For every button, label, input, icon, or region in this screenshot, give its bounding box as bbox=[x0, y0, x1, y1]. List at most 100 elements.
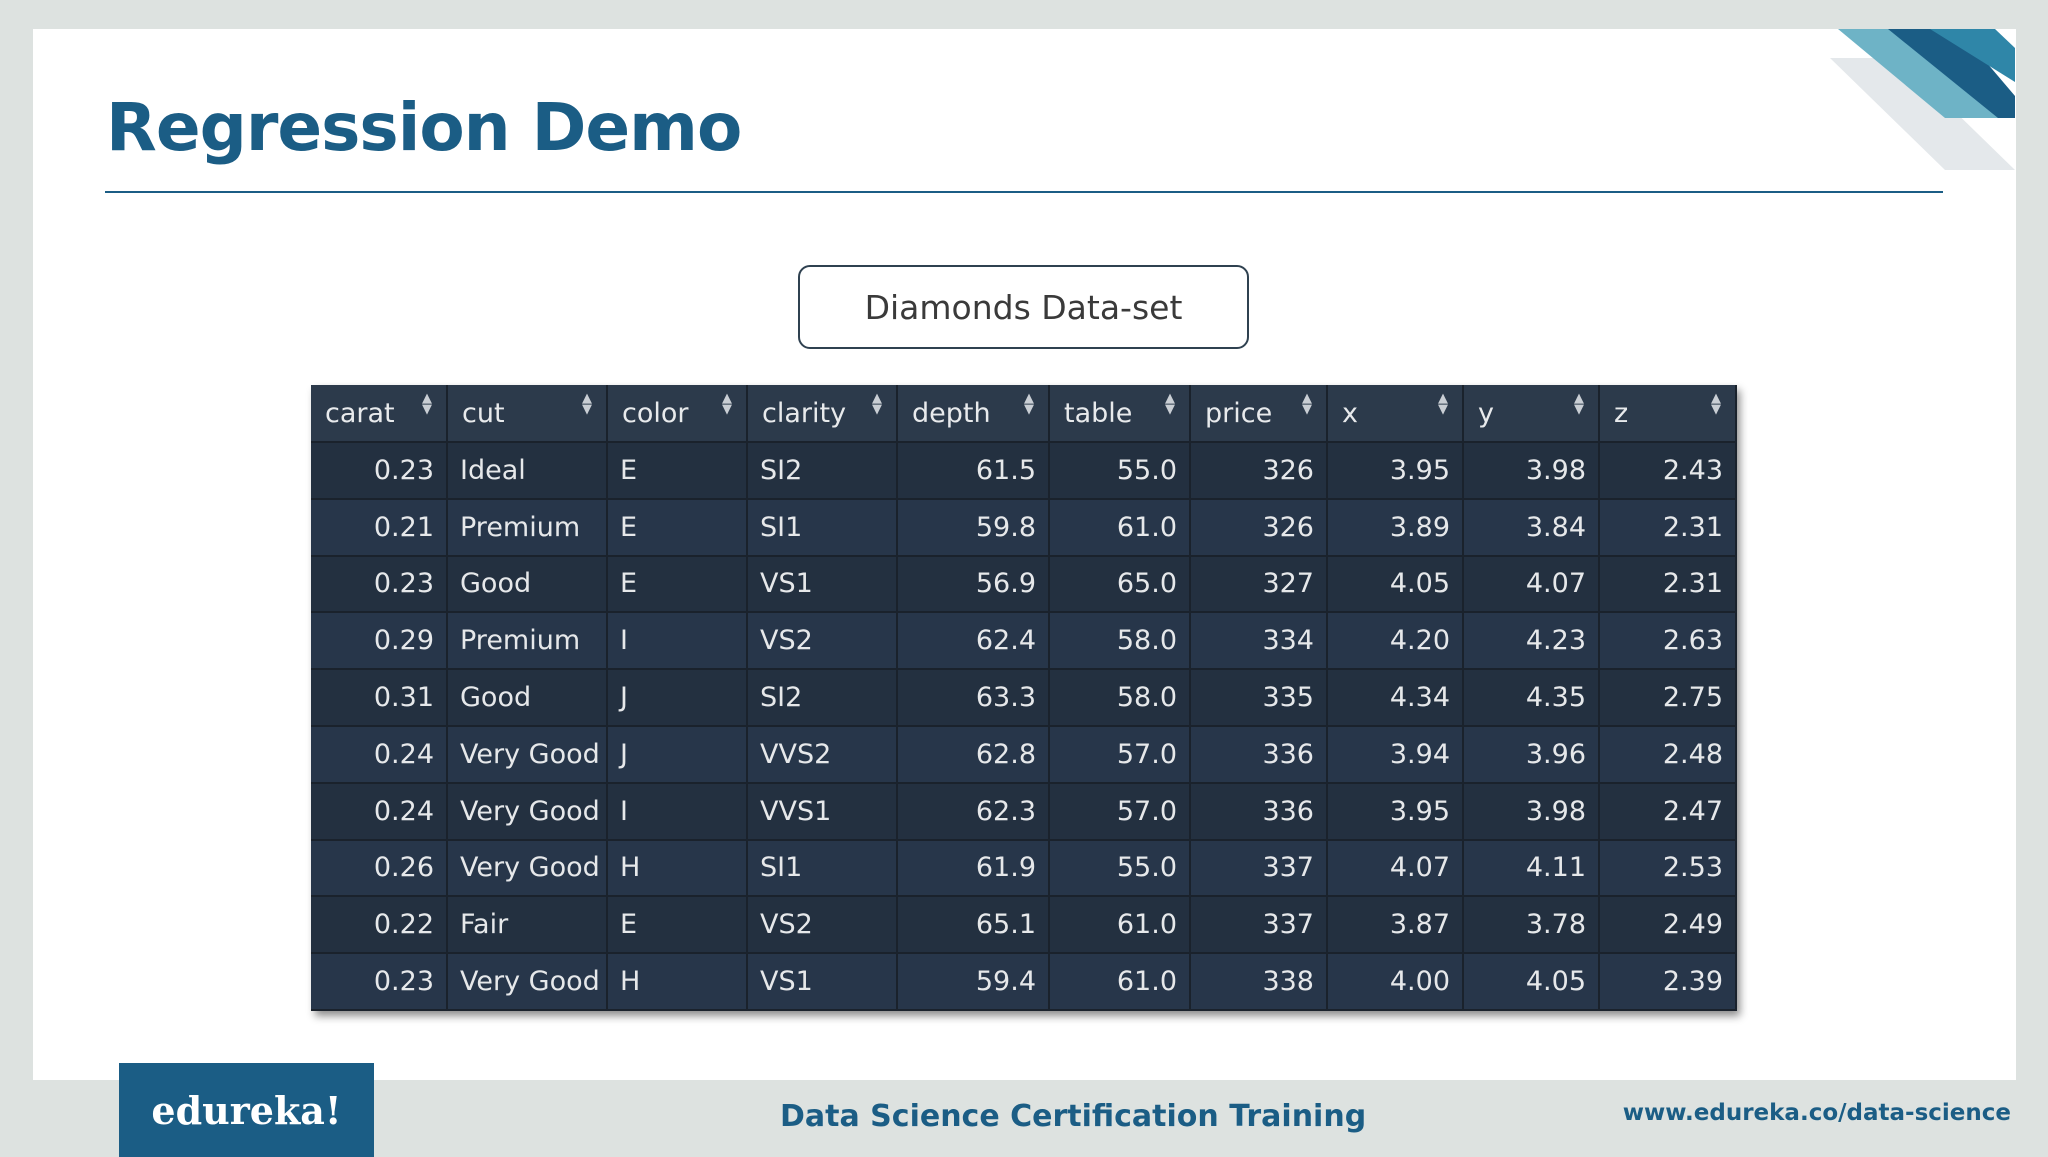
cell-table: 61.0 bbox=[1049, 953, 1191, 1011]
cell-carat: 0.29 bbox=[311, 612, 448, 671]
cell-cut: Very Good bbox=[447, 953, 608, 1011]
cell-color: J bbox=[607, 725, 748, 784]
column-header-cut[interactable]: cut ▲ ▼ bbox=[447, 385, 608, 443]
cell-carat: 0.23 bbox=[311, 442, 448, 500]
sort-arrows-icon[interactable]: ▲ ▼ bbox=[1302, 391, 1312, 417]
table-row: 0.21 Premium E SI1 59.8 61.0 326 3.89 3.84 2.31 bbox=[311, 498, 1737, 557]
cell-cut: Very Good bbox=[447, 839, 608, 898]
cell-price: 326 bbox=[1190, 498, 1328, 557]
cell-table: 55.0 bbox=[1049, 442, 1191, 500]
cell-clarity: VS1 bbox=[747, 555, 898, 614]
sort-arrows-icon[interactable]: ▲ ▼ bbox=[872, 391, 882, 417]
cell-x: 3.95 bbox=[1327, 782, 1464, 841]
table-body: 0.23 Ideal E SI2 61.5 55.0 326 3.95 3.98 2.43 0.21… bbox=[311, 442, 1737, 1011]
cell-price: 338 bbox=[1190, 953, 1328, 1011]
table-row: 0.29 Premium I VS2 62.4 58.0 334 4.20 4.23 2.63 bbox=[311, 612, 1737, 671]
cell-depth: 59.8 bbox=[897, 498, 1050, 557]
table-row: 0.24 Very Good J VVS2 62.8 57.0 336 3.94 3.96 2.4… bbox=[311, 725, 1737, 784]
cell-clarity: VS2 bbox=[747, 896, 898, 955]
cell-y: 3.96 bbox=[1463, 725, 1600, 784]
cell-clarity: VVS1 bbox=[747, 782, 898, 841]
column-header-label: x bbox=[1342, 397, 1358, 429]
cell-table: 58.0 bbox=[1049, 612, 1191, 671]
column-header-carat[interactable]: carat ▲ ▼ bbox=[311, 385, 448, 443]
cell-color: E bbox=[607, 555, 748, 614]
cell-color: E bbox=[607, 896, 748, 955]
cell-carat: 0.24 bbox=[311, 725, 448, 784]
sort-arrows-icon[interactable]: ▲ ▼ bbox=[582, 391, 592, 417]
column-header-label: y bbox=[1478, 397, 1494, 429]
cell-price: 337 bbox=[1190, 896, 1328, 955]
column-header-x[interactable]: x ▲ ▼ bbox=[1327, 385, 1464, 443]
cell-color: H bbox=[607, 953, 748, 1011]
cell-carat: 0.21 bbox=[311, 498, 448, 557]
cell-y: 3.98 bbox=[1463, 442, 1600, 500]
cell-x: 3.89 bbox=[1327, 498, 1464, 557]
sort-arrows-icon[interactable]: ▲ ▼ bbox=[1574, 391, 1584, 417]
cell-depth: 63.3 bbox=[897, 669, 1050, 727]
cell-carat: 0.23 bbox=[311, 953, 448, 1011]
cell-table: 65.0 bbox=[1049, 555, 1191, 614]
cell-color: I bbox=[607, 782, 748, 841]
cell-color: E bbox=[607, 498, 748, 557]
table-row: 0.26 Very Good H SI1 61.9 55.0 337 4.07 4.11 2.53 bbox=[311, 839, 1737, 898]
column-header-label: carat bbox=[325, 397, 395, 429]
website-url[interactable]: www.edureka.co/data-science bbox=[1622, 1100, 2011, 1126]
page-title: Regression Demo bbox=[106, 89, 742, 166]
sort-arrows-icon[interactable]: ▲ ▼ bbox=[1165, 391, 1175, 417]
cell-y: 4.35 bbox=[1463, 669, 1600, 727]
cell-y: 4.05 bbox=[1463, 953, 1600, 1011]
cell-z: 2.39 bbox=[1599, 953, 1737, 1011]
column-header-z[interactable]: z ▲ ▼ bbox=[1599, 385, 1737, 443]
table-row: 0.22 Fair E VS2 65.1 61.0 337 3.87 3.78 2.49 bbox=[311, 896, 1737, 955]
cell-price: 336 bbox=[1190, 782, 1328, 841]
cell-clarity: VS2 bbox=[747, 612, 898, 671]
cell-z: 2.48 bbox=[1599, 725, 1737, 784]
column-header-clarity[interactable]: clarity ▲ ▼ bbox=[747, 385, 898, 443]
cell-y: 3.78 bbox=[1463, 896, 1600, 955]
table-row: 0.24 Very Good I VVS1 62.3 57.0 336 3.95 3.98 2.4… bbox=[311, 782, 1737, 841]
cell-z: 2.63 bbox=[1599, 612, 1737, 671]
column-header-color[interactable]: color ▲ ▼ bbox=[607, 385, 748, 443]
cell-y: 4.11 bbox=[1463, 839, 1600, 898]
cell-table: 61.0 bbox=[1049, 498, 1191, 557]
diamonds-table: carat ▲ ▼ cut ▲ ▼ color ▲ ▼ clarity ▲ ▼ depth ▲ ▼ table… bbox=[311, 385, 1737, 1011]
cell-price: 337 bbox=[1190, 839, 1328, 898]
cell-x: 4.34 bbox=[1327, 669, 1464, 727]
cell-table: 57.0 bbox=[1049, 725, 1191, 784]
cell-z: 2.31 bbox=[1599, 498, 1737, 557]
cell-clarity: SI1 bbox=[747, 839, 898, 898]
cell-table: 55.0 bbox=[1049, 839, 1191, 898]
cell-y: 3.98 bbox=[1463, 782, 1600, 841]
cell-x: 4.20 bbox=[1327, 612, 1464, 671]
cell-x: 3.87 bbox=[1327, 896, 1464, 955]
cell-cut: Premium bbox=[447, 498, 608, 557]
column-header-depth[interactable]: depth ▲ ▼ bbox=[897, 385, 1050, 443]
cell-clarity: VS1 bbox=[747, 953, 898, 1011]
sort-arrows-icon[interactable]: ▲ ▼ bbox=[422, 391, 432, 417]
cell-clarity: VVS2 bbox=[747, 725, 898, 784]
column-header-table[interactable]: table ▲ ▼ bbox=[1049, 385, 1191, 443]
cell-depth: 61.9 bbox=[897, 839, 1050, 898]
sort-arrows-icon[interactable]: ▲ ▼ bbox=[1024, 391, 1034, 417]
cell-cut: Fair bbox=[447, 896, 608, 955]
sort-arrows-icon[interactable]: ▲ ▼ bbox=[1711, 391, 1721, 417]
cell-carat: 0.23 bbox=[311, 555, 448, 614]
dataset-label: Diamonds Data-set bbox=[798, 265, 1249, 349]
column-header-label: depth bbox=[912, 397, 991, 429]
cell-y: 4.07 bbox=[1463, 555, 1600, 614]
cell-z: 2.31 bbox=[1599, 555, 1737, 614]
table-row: 0.23 Very Good H VS1 59.4 61.0 338 4.00 4.05 2.39 bbox=[311, 953, 1737, 1011]
column-header-label: z bbox=[1614, 397, 1629, 429]
cell-color: J bbox=[607, 669, 748, 727]
table-row: 0.31 Good J SI2 63.3 58.0 335 4.34 4.35 2.75 bbox=[311, 669, 1737, 727]
cell-z: 2.75 bbox=[1599, 669, 1737, 727]
cell-color: H bbox=[607, 839, 748, 898]
cell-cut: Very Good bbox=[447, 725, 608, 784]
cell-color: I bbox=[607, 612, 748, 671]
sort-arrows-icon[interactable]: ▲ ▼ bbox=[722, 391, 732, 417]
column-header-price[interactable]: price ▲ ▼ bbox=[1190, 385, 1328, 443]
sort-arrows-icon[interactable]: ▲ ▼ bbox=[1438, 391, 1448, 417]
column-header-y[interactable]: y ▲ ▼ bbox=[1463, 385, 1600, 443]
cell-depth: 62.4 bbox=[897, 612, 1050, 671]
